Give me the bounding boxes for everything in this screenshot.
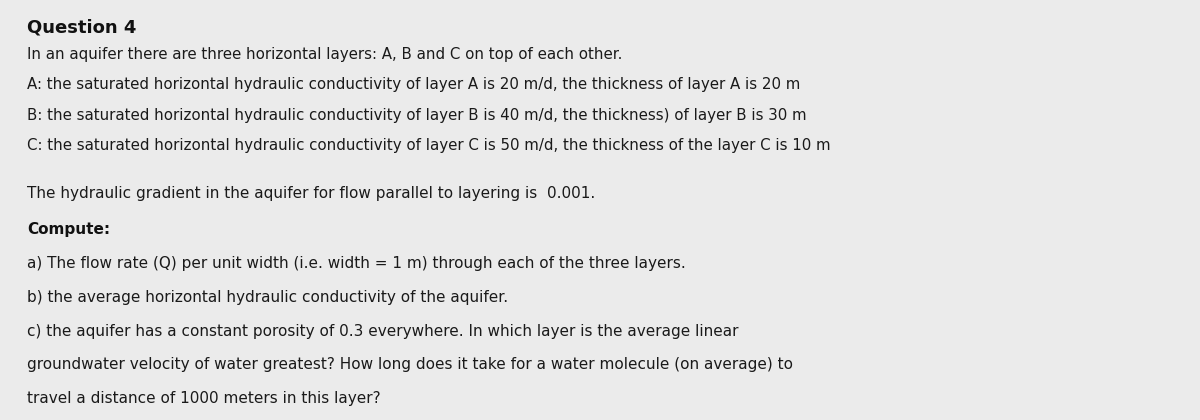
Text: groundwater velocity of water greatest? How long does it take for a water molecu: groundwater velocity of water greatest? …: [28, 357, 793, 373]
Text: c) the aquifer has a constant porosity of 0.3 everywhere. In which layer is the : c) the aquifer has a constant porosity o…: [28, 323, 739, 339]
Text: C: the saturated horizontal hydraulic conductivity of layer C is 50 m/d, the thi: C: the saturated horizontal hydraulic co…: [28, 138, 830, 152]
Text: In an aquifer there are three horizontal layers: A, B and C on top of each other: In an aquifer there are three horizontal…: [28, 47, 623, 63]
Text: Question 4: Question 4: [28, 18, 137, 37]
Text: A: the saturated horizontal hydraulic conductivity of layer A is 20 m/d, the thi: A: the saturated horizontal hydraulic co…: [28, 77, 800, 92]
Text: B: the saturated horizontal hydraulic conductivity of layer B is 40 m/d, the thi: B: the saturated horizontal hydraulic co…: [28, 108, 806, 123]
Text: a) The flow rate (Q) per unit width (i.e. width = 1 m) through each of the three: a) The flow rate (Q) per unit width (i.e…: [28, 256, 686, 271]
Text: travel a distance of 1000 meters in this layer?: travel a distance of 1000 meters in this…: [28, 391, 380, 406]
Text: The hydraulic gradient in the aquifer for flow parallel to layering is  0.001.: The hydraulic gradient in the aquifer fo…: [28, 186, 595, 201]
Text: b) the average horizontal hydraulic conductivity of the aquifer.: b) the average horizontal hydraulic cond…: [28, 290, 509, 305]
Text: Compute:: Compute:: [28, 222, 110, 237]
